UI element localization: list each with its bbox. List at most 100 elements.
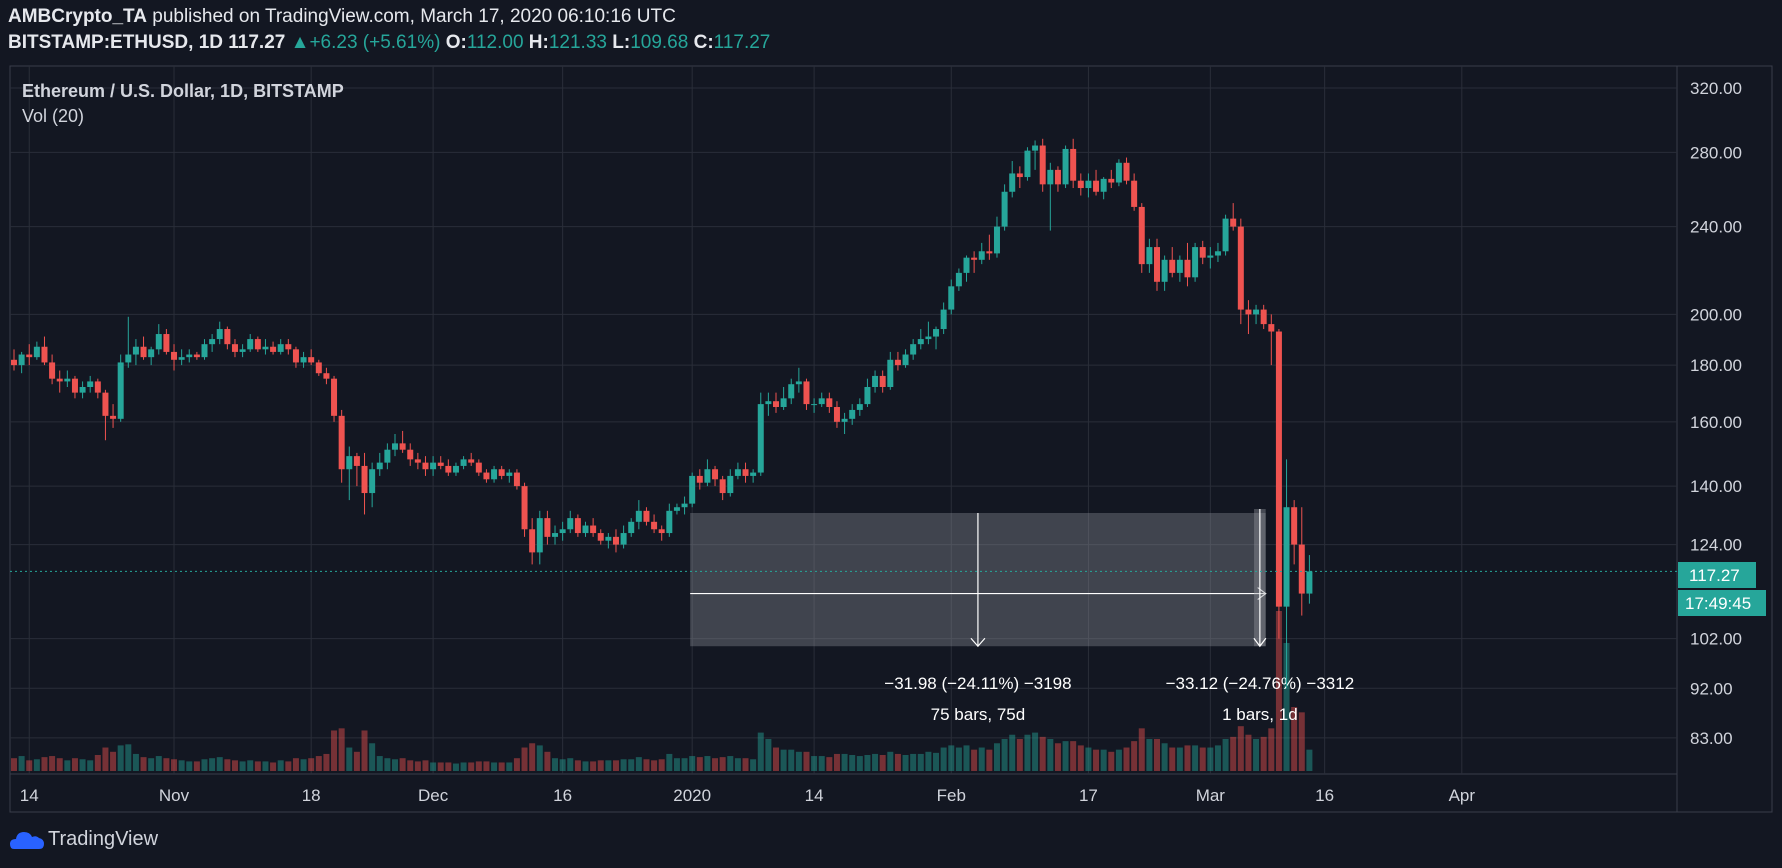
volume-bar bbox=[277, 760, 284, 771]
volume-bar bbox=[910, 753, 917, 771]
volume-bar bbox=[353, 751, 360, 771]
candle-body bbox=[1283, 507, 1290, 607]
volume-bar bbox=[978, 747, 985, 771]
price-tick-label: 320.00 bbox=[1690, 79, 1742, 98]
volume-bar bbox=[856, 756, 863, 771]
volume-legend[interactable]: Vol (20) bbox=[22, 106, 84, 126]
candle-body bbox=[719, 479, 726, 494]
candle-body bbox=[1054, 169, 1061, 185]
candle-body bbox=[475, 462, 482, 473]
volume-bar bbox=[902, 755, 909, 771]
candle-body bbox=[452, 465, 459, 473]
brand-name: TradingView bbox=[48, 828, 159, 850]
time-tick-label: 16 bbox=[1315, 786, 1334, 805]
high-label: H: bbox=[528, 32, 549, 53]
volume-bar bbox=[689, 756, 696, 771]
candle-body bbox=[79, 387, 86, 393]
volume-bar bbox=[612, 760, 619, 771]
volume-bar bbox=[475, 761, 482, 771]
volume-bar bbox=[1176, 747, 1183, 771]
candle-body bbox=[331, 378, 338, 416]
candle-body bbox=[498, 469, 505, 476]
candle-body bbox=[292, 349, 299, 363]
volume-bar bbox=[1009, 734, 1016, 771]
volume-bar bbox=[11, 758, 17, 771]
publish-info: AMBCrypto_TA published on TradingView.co… bbox=[8, 6, 676, 28]
candle-body bbox=[224, 329, 231, 345]
volume-bar bbox=[437, 762, 444, 771]
volume-bar bbox=[841, 753, 848, 771]
volume-bar bbox=[582, 761, 589, 771]
volume-bar bbox=[26, 760, 33, 771]
volume-bar bbox=[1070, 741, 1077, 771]
volume-bar bbox=[1024, 734, 1031, 771]
volume-bar bbox=[171, 759, 178, 771]
candle-body bbox=[414, 459, 421, 463]
volume-bar bbox=[1237, 726, 1244, 771]
volume-bar bbox=[49, 756, 56, 771]
candle-body bbox=[536, 518, 543, 553]
time-tick-label: Nov bbox=[159, 786, 190, 805]
candle-body bbox=[33, 346, 40, 358]
candle-body bbox=[186, 354, 193, 358]
candle-body bbox=[1245, 309, 1252, 315]
candle-body bbox=[681, 503, 688, 508]
volume-bar bbox=[1146, 739, 1153, 771]
candle-body bbox=[346, 456, 353, 470]
candle-body bbox=[811, 404, 818, 406]
candle-body bbox=[1077, 180, 1084, 189]
candle-body bbox=[872, 375, 879, 388]
candle-body bbox=[780, 398, 787, 408]
volume-bar bbox=[681, 758, 688, 771]
volume-bar bbox=[216, 757, 223, 771]
candle-body bbox=[49, 362, 56, 379]
candle-body bbox=[620, 533, 627, 545]
candle-body bbox=[841, 418, 848, 422]
axes: 320.00 280.00 240.00 200.00 180.00 160.00 140.… bbox=[10, 79, 1742, 805]
volume-bar bbox=[719, 757, 726, 771]
candle-body bbox=[833, 407, 840, 422]
candle-body bbox=[1138, 206, 1145, 265]
volume-bar bbox=[620, 759, 627, 771]
volume-bar bbox=[811, 756, 818, 771]
candle-body bbox=[117, 362, 124, 419]
legend-title[interactable]: Ethereum / U.S. Dollar, 1D, BITSTAMP bbox=[22, 81, 344, 101]
volume-bar bbox=[33, 759, 40, 771]
volume-bar bbox=[1230, 736, 1237, 771]
candle-body bbox=[696, 475, 703, 483]
candle-body bbox=[247, 339, 254, 350]
volume-bar bbox=[71, 758, 78, 771]
candle-body bbox=[955, 272, 962, 287]
volume-bar bbox=[559, 759, 566, 771]
candle-body bbox=[1062, 148, 1069, 185]
candle-body bbox=[1253, 309, 1260, 315]
volume-bar bbox=[369, 743, 376, 771]
volume-bar bbox=[651, 760, 658, 771]
candle-body bbox=[87, 381, 94, 388]
price-tick-label: 200.00 bbox=[1690, 305, 1742, 324]
volume-bar bbox=[879, 755, 886, 771]
candle-body bbox=[856, 404, 863, 410]
candle-body bbox=[26, 354, 33, 358]
volume-bar bbox=[757, 732, 764, 771]
measure-tools[interactable]: −31.98 (−24.11%) −3198 75 bars, 75d −33.12… bbox=[690, 509, 1354, 724]
volume-bar bbox=[239, 761, 246, 771]
volume-bar bbox=[803, 751, 810, 771]
candle-body bbox=[338, 415, 345, 470]
volume-bar bbox=[597, 760, 604, 771]
candle-body bbox=[1169, 259, 1176, 273]
ohlc-bar: BITSTAMP:ETHUSD, 1D 117.27 ▲+6.23 (+5.61… bbox=[8, 32, 770, 54]
volume-bar bbox=[574, 760, 581, 771]
candle-body bbox=[231, 344, 238, 352]
measure-label-2: −33.12 (−24.76%) −3312 bbox=[1166, 674, 1355, 693]
volume-bar bbox=[41, 757, 48, 771]
volume-bar bbox=[1222, 739, 1229, 771]
author-name[interactable]: AMBCrypto_TA bbox=[8, 6, 147, 27]
tradingview-brand[interactable]: TradingView bbox=[10, 828, 158, 851]
volume-bar bbox=[872, 753, 879, 771]
volume-bar bbox=[300, 759, 307, 771]
volume-bar bbox=[673, 758, 680, 771]
volume-bar bbox=[521, 747, 528, 771]
time-tick-label: Apr bbox=[1449, 786, 1476, 805]
